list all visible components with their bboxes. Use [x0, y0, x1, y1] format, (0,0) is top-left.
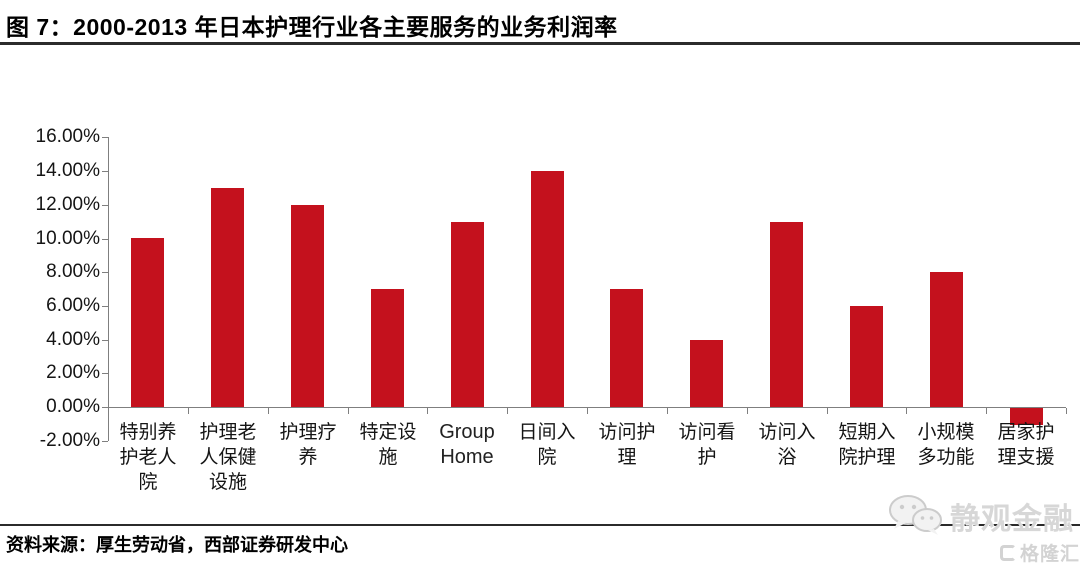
x-axis-label: 访问入 浴 — [758, 421, 816, 468]
y-axis-label: 12.00% — [35, 194, 100, 215]
x-axis-label: 特别养 护老人 院 — [119, 421, 177, 493]
bar-2 — [211, 188, 244, 407]
x-axis-label: Group Home — [439, 421, 495, 468]
x-axis-tick — [348, 408, 349, 414]
figure-title: 图 7：2000-2013 年日本护理行业各主要服务的业务利润率 — [6, 14, 618, 40]
bar-9 — [770, 222, 803, 407]
x-axis-tick — [507, 408, 508, 414]
y-axis-tick — [102, 340, 108, 341]
gelonghui-logo: 格隆汇 — [1000, 539, 1080, 565]
x-axis-tick — [108, 408, 109, 414]
bar-4 — [371, 289, 404, 407]
gelonghui-logo-icon — [1000, 544, 1016, 561]
y-axis-label: 0.00% — [46, 396, 100, 417]
x-axis-label: 护理疗 养 — [279, 421, 337, 468]
x-axis-tick — [1066, 408, 1067, 414]
x-axis-tick — [827, 408, 828, 414]
watermark-account-name: 静观金融 — [950, 502, 1074, 537]
x-axis-tick — [587, 408, 588, 414]
gelonghui-logo-text: 格隆汇 — [1020, 544, 1080, 565]
footer-divider-line — [0, 524, 1080, 526]
x-axis-label: 短期入 院护理 — [838, 421, 896, 468]
bar-1 — [131, 238, 164, 407]
x-axis-label: 访问护 理 — [598, 421, 656, 468]
x-axis-label: 小规模 多功能 — [917, 421, 975, 468]
title-divider-line — [0, 42, 1080, 45]
y-axis-tick — [102, 306, 108, 307]
y-axis-tick — [102, 407, 108, 408]
y-axis-label: 2.00% — [46, 362, 100, 383]
bar-12 — [1010, 408, 1043, 425]
x-axis-label: 特定设 施 — [359, 421, 417, 468]
x-axis-tick — [427, 408, 428, 414]
x-axis-line — [108, 407, 1066, 408]
y-axis-label: 6.00% — [46, 295, 100, 316]
y-axis-label: 4.00% — [46, 329, 100, 350]
bar-6 — [531, 171, 564, 407]
y-axis-label: 8.00% — [46, 261, 100, 282]
y-axis-label: -2.00% — [39, 430, 100, 451]
bar-5 — [451, 222, 484, 407]
x-axis-label: 访问看 护 — [678, 421, 736, 468]
x-axis-tick — [906, 408, 907, 414]
y-axis-line — [108, 137, 109, 441]
y-axis-tick — [102, 239, 108, 240]
x-axis-label: 护理老 人保健 设施 — [199, 421, 257, 493]
x-axis-label: 居家护 理支援 — [997, 421, 1055, 468]
y-axis-label: 10.00% — [35, 228, 100, 249]
y-axis-tick — [102, 171, 108, 172]
x-axis-tick — [268, 408, 269, 414]
y-axis-tick — [102, 205, 108, 206]
wechat-icon — [886, 494, 946, 541]
x-axis-tick — [747, 408, 748, 414]
bar-8 — [690, 340, 723, 407]
source-note: 资料来源：厚生劳动省，西部证券研发中心 — [6, 535, 348, 556]
y-axis-label: 16.00% — [35, 126, 100, 147]
bar-11 — [930, 272, 963, 407]
bar-7 — [610, 289, 643, 407]
x-axis-label: 日间入 院 — [518, 421, 576, 468]
x-axis-tick — [667, 408, 668, 414]
y-axis-label: 14.00% — [35, 160, 100, 181]
bar-10 — [850, 306, 883, 407]
x-axis-tick — [188, 408, 189, 414]
y-axis-tick — [102, 272, 108, 273]
y-axis-tick — [102, 137, 108, 138]
bar-3 — [291, 205, 324, 407]
x-axis-tick — [986, 408, 987, 414]
y-axis-tick — [102, 441, 108, 442]
y-axis-tick — [102, 373, 108, 374]
